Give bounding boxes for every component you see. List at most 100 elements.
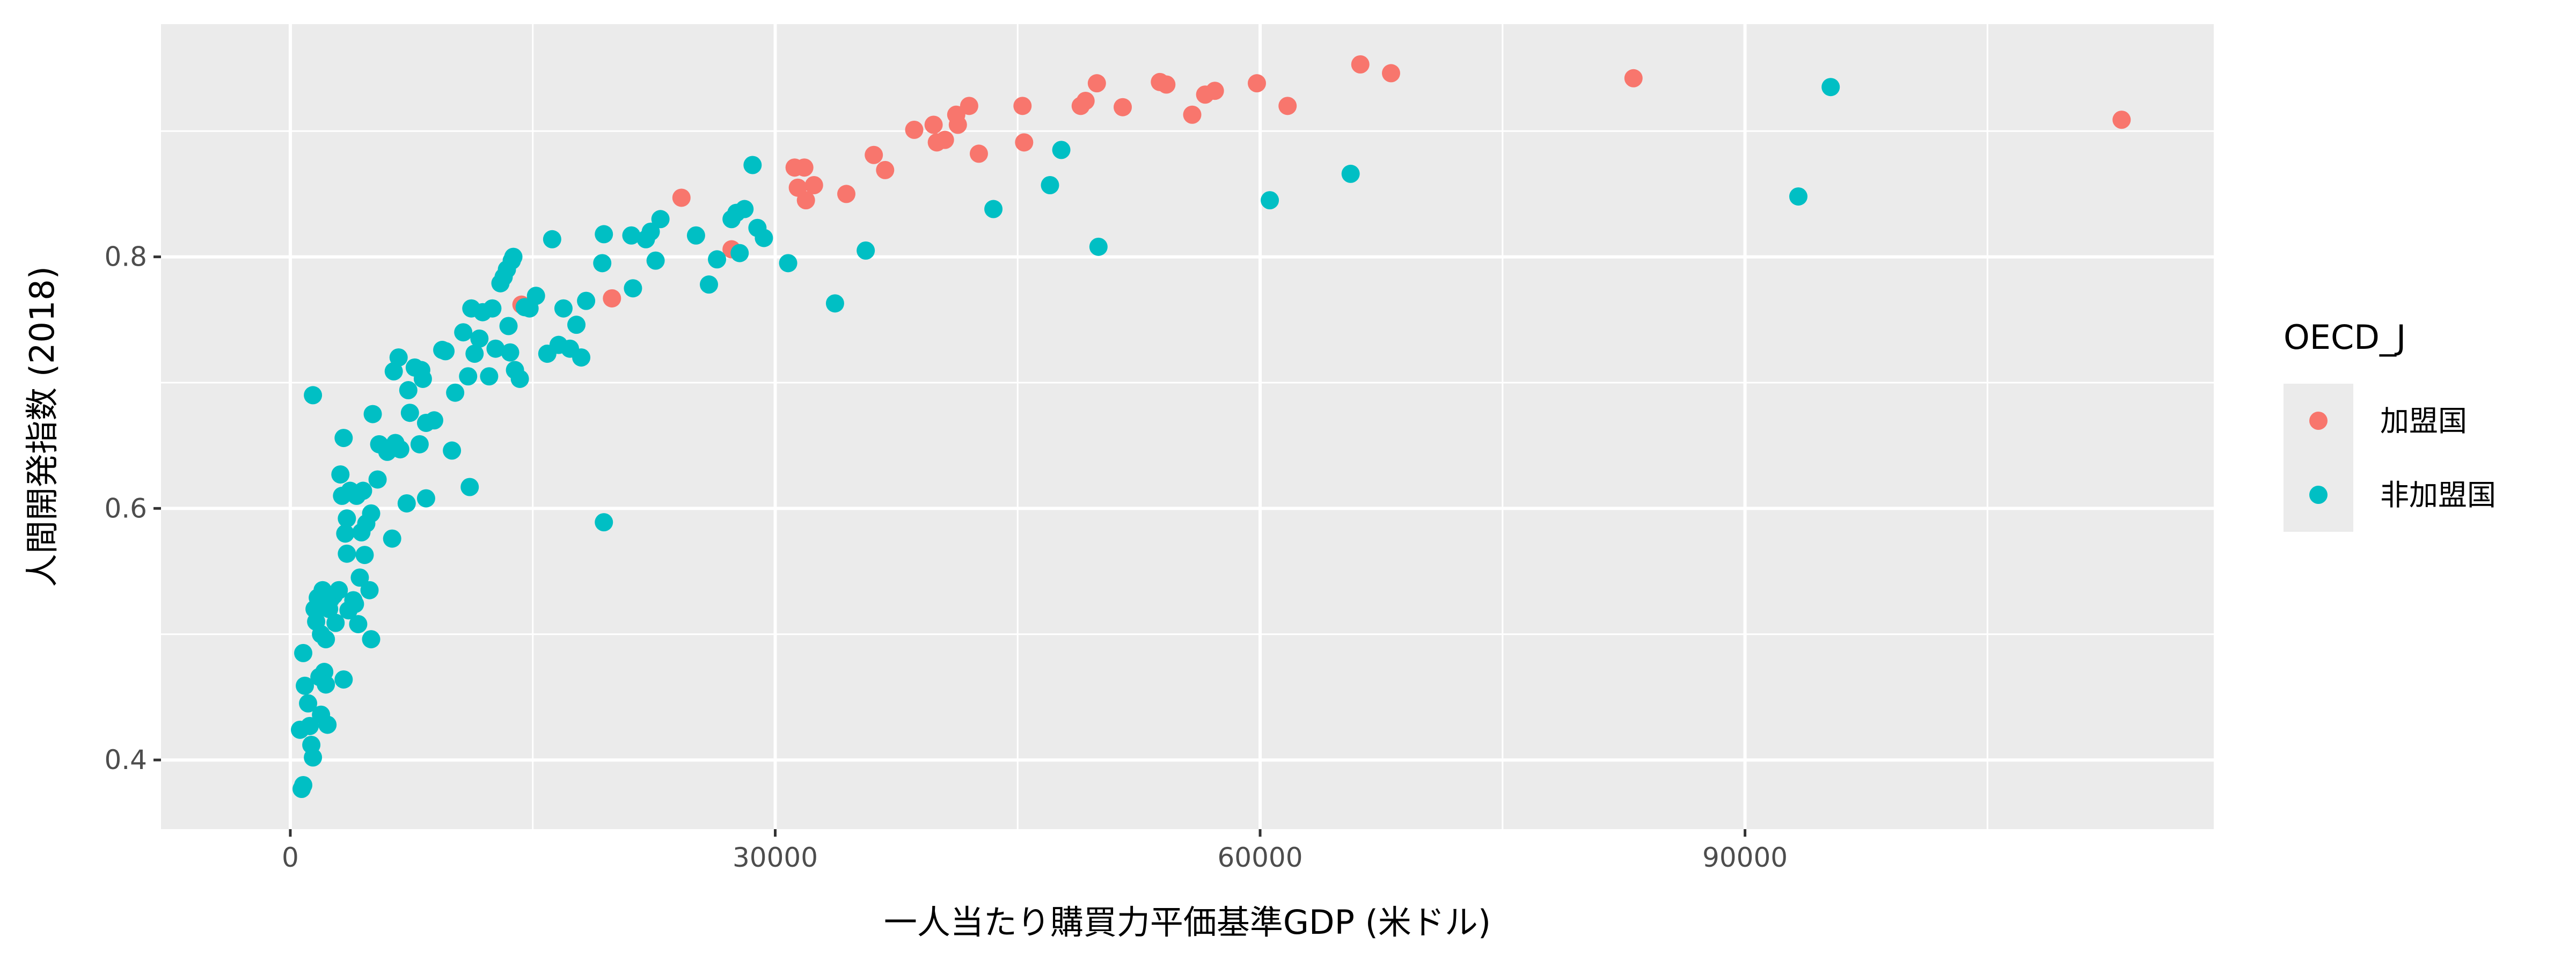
data-point [825,294,844,313]
data-point [318,715,337,734]
data-points [291,55,2131,798]
data-point [400,404,419,422]
data-point [334,670,353,689]
data-point [355,546,374,565]
data-point [857,241,875,260]
data-point [460,478,479,496]
data-point [446,383,465,402]
data-point [501,343,519,362]
data-point [350,568,369,587]
data-point [360,581,379,599]
data-point [296,676,314,695]
x-tick-label: 30000 [733,842,818,873]
data-point [465,345,484,363]
data-point [686,226,705,245]
axis-ticks [153,255,1747,837]
y-tick-label: 0.4 [104,744,147,775]
x-tick-label: 90000 [1702,842,1788,873]
data-point [326,613,345,632]
data-point [391,440,409,459]
y-tick-label: 0.6 [104,493,147,524]
data-point [354,481,372,500]
data-point [1052,141,1071,159]
data-point [804,176,823,194]
data-point [779,254,797,273]
data-point [651,210,670,229]
data-point [960,97,978,115]
data-point [384,362,403,380]
data-point [425,411,443,430]
legend-key [2309,412,2328,430]
data-point [1341,164,1360,183]
y-tick-label: 0.8 [104,241,147,273]
data-point [905,120,924,139]
data-point [700,275,719,294]
data-point [641,222,660,241]
data-point [593,254,612,273]
data-point [454,323,473,342]
data-point [334,429,353,448]
legend-label: 非加盟国 [2380,478,2496,512]
data-point [577,291,596,310]
data-point [837,185,856,203]
data-point [397,494,416,513]
data-point [984,200,1003,218]
data-point [470,329,489,348]
data-point [389,348,408,367]
data-point [486,339,505,358]
data-point [1114,98,1132,116]
data-point [436,342,455,361]
data-point [1015,133,1034,152]
data-point [1278,97,1297,115]
x-tick-label: 60000 [1218,842,1303,873]
data-point [1157,75,1176,94]
x-axis-title: 一人当たり購買力平価基準GDP (米ドル) [884,903,1491,942]
data-point [1076,91,1095,110]
data-point [603,289,621,308]
data-point [646,251,665,270]
data-point [595,513,613,532]
y-axis-title: 人間開発指数 (2018) [23,266,62,587]
data-point [294,775,313,794]
data-point [363,405,382,423]
data-point [1248,74,1267,93]
data-point [624,279,642,298]
data-point [1821,78,1840,97]
data-point [338,544,356,563]
data-point [483,299,502,318]
data-point [865,145,883,164]
data-point [1087,74,1106,93]
tick-labels: 0 30000 60000 90000 0.4 0.6 0.8 [104,241,1788,873]
data-point [2112,111,2131,129]
legend-key-background [2284,384,2353,532]
data-point [1013,97,1032,115]
data-point [1789,187,1807,206]
legend-title: OECD_J [2284,318,2406,357]
data-point [1381,64,1400,83]
data-point [504,247,523,266]
data-point [499,317,518,335]
data-point [572,348,591,367]
data-point [1261,191,1279,210]
grid-minor [161,24,2214,829]
data-point [1351,55,1370,74]
data-point [349,614,368,633]
data-point [730,244,749,262]
data-point [755,229,773,247]
data-point [299,694,318,713]
data-point [622,226,641,245]
data-point [969,144,988,163]
data-point [510,369,529,388]
grid-major [161,24,2214,829]
data-point [443,441,462,460]
data-point [1041,176,1059,194]
data-point [331,465,350,484]
data-point [330,581,348,599]
legend-label: 加盟国 [2380,404,2467,438]
data-point [304,386,323,405]
data-point [595,225,613,244]
data-point [672,188,691,207]
data-point [1624,69,1643,87]
